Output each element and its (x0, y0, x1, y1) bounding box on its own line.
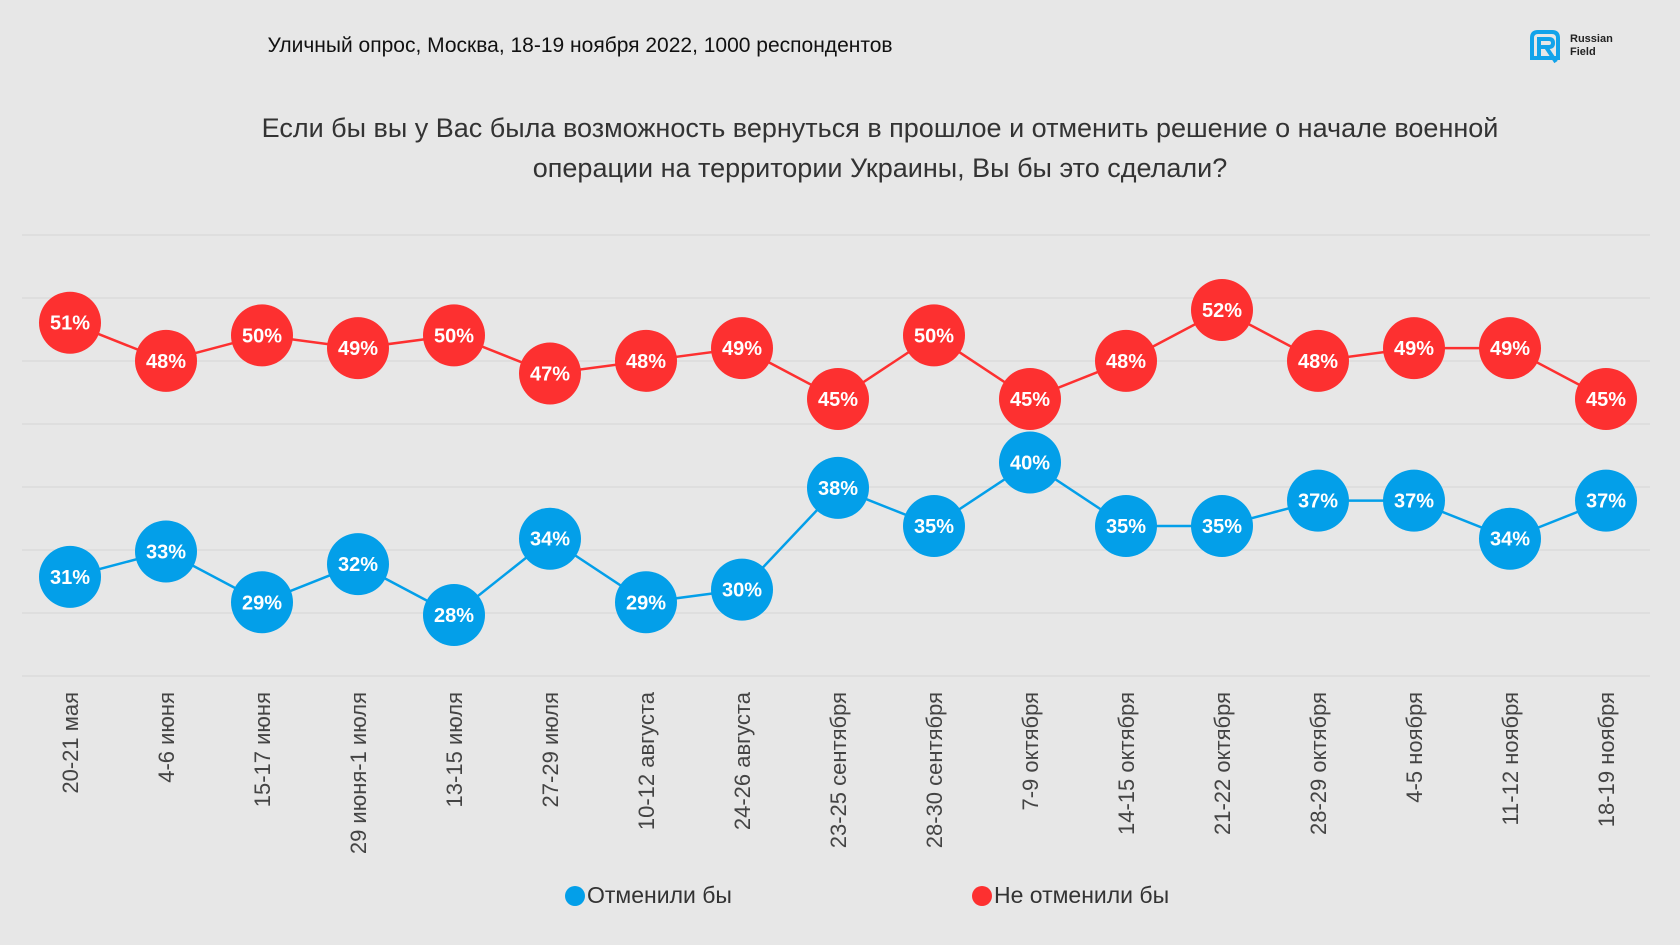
legend-item-series-1: Не отменили бы (972, 882, 1169, 909)
data-label-1: 52% (1202, 300, 1242, 322)
data-label-1: 49% (1490, 338, 1530, 360)
data-label-1: 50% (434, 325, 474, 347)
data-label-1: 47% (530, 364, 570, 386)
data-point-0 (135, 520, 197, 583)
data-point-0 (1095, 495, 1157, 558)
data-point-1 (39, 291, 101, 354)
data-label-1: 45% (1010, 389, 1050, 411)
data-label-0: 35% (1106, 516, 1146, 538)
data-point-0 (1287, 469, 1349, 532)
data-point-0 (423, 583, 485, 646)
legend-label-1: Не отменили бы (994, 882, 1170, 908)
data-point-0 (519, 507, 581, 570)
data-label-0: 38% (818, 478, 858, 500)
data-label-0: 29% (626, 592, 666, 614)
logo-line2: Field (1570, 46, 1596, 58)
data-label-0: 37% (1586, 491, 1626, 513)
data-label-0: 34% (530, 529, 570, 551)
data-point-1 (999, 367, 1061, 430)
data-label-1: 48% (146, 351, 186, 373)
legend-marker-1 (972, 885, 992, 906)
logo-icon (1530, 30, 1560, 64)
chart-title: Если бы вы у Вас была возможность вернут… (261, 113, 1499, 183)
data-label-1: 50% (242, 325, 282, 347)
x-tick-label: 20-21 мая (58, 692, 83, 794)
survey-title: Уличный опрос, Москва, 18-19 ноября 2022… (267, 34, 893, 57)
data-point-0 (1383, 469, 1445, 532)
data-point-0 (1191, 495, 1253, 558)
data-point-1 (1095, 329, 1157, 392)
legend-item-series-0: Отменили бы (565, 882, 732, 909)
data-label-0: 40% (1010, 452, 1050, 474)
data-point-0 (231, 571, 293, 634)
x-tick-label: 18-19 ноября (1594, 692, 1619, 827)
legend-label-0: Отменили бы (587, 882, 732, 908)
data-label-0: 33% (146, 541, 186, 563)
x-tick-label: 24-26 августа (730, 691, 755, 830)
x-tick-label: 11-12 ноября (1498, 692, 1523, 826)
x-tick-label: 27-29 июля (538, 692, 563, 807)
data-point-0 (1575, 469, 1637, 532)
data-point-0 (999, 431, 1061, 494)
legend-marker-0 (565, 885, 585, 906)
data-point-1 (1479, 317, 1541, 380)
x-tick-label: 13-15 июля (442, 692, 467, 807)
data-point-1 (1575, 367, 1637, 430)
data-point-1 (711, 317, 773, 380)
data-label-1: 48% (1298, 351, 1338, 373)
data-label-1: 51% (50, 313, 90, 335)
x-tick-label: 15-17 июня (250, 692, 275, 807)
data-point-1 (807, 367, 869, 430)
x-tick-label: 28-30 сентября (922, 692, 947, 848)
data-label-0: 31% (50, 567, 90, 589)
x-tick-label: 4-5 ноября (1402, 692, 1427, 803)
data-point-0 (1479, 507, 1541, 570)
data-point-1 (1287, 329, 1349, 392)
data-point-1 (903, 304, 965, 367)
data-label-0: 37% (1394, 491, 1434, 513)
data-point-0 (903, 495, 965, 558)
x-tick-label: 28-29 октября (1306, 692, 1331, 835)
data-point-0 (807, 456, 869, 519)
data-point-0 (327, 533, 389, 596)
data-point-1 (615, 329, 677, 392)
data-point-0 (615, 571, 677, 634)
data-label-0: 35% (1202, 516, 1242, 538)
logo-line1: Russian (1570, 33, 1613, 45)
data-point-0 (711, 558, 773, 621)
data-point-1 (519, 342, 581, 405)
data-label-1: 45% (1586, 389, 1626, 411)
data-point-0 (39, 545, 101, 608)
data-label-1: 45% (818, 389, 858, 411)
data-label-1: 48% (1106, 351, 1146, 373)
data-label-0: 32% (338, 554, 378, 576)
x-tick-label: 23-25 сентября (826, 692, 851, 848)
data-label-0: 34% (1490, 529, 1530, 551)
x-tick-label: 4-6 июня (154, 692, 179, 783)
data-label-1: 49% (722, 338, 762, 360)
russian-field-logo: Russian Field (1528, 28, 1613, 64)
x-tick-label: 10-12 августа (634, 691, 659, 830)
data-label-0: 29% (242, 592, 282, 614)
data-point-1 (1191, 278, 1253, 341)
x-tick-label: 14-15 октября (1114, 692, 1139, 835)
data-label-1: 49% (1394, 338, 1434, 360)
x-tick-label: 7-9 октября (1018, 692, 1043, 811)
data-point-1 (327, 317, 389, 380)
data-point-1 (423, 304, 485, 367)
data-label-0: 37% (1298, 491, 1338, 513)
x-tick-label: 21-22 октября (1210, 692, 1235, 835)
data-point-1 (231, 304, 293, 367)
data-label-0: 30% (722, 580, 762, 602)
data-label-1: 50% (914, 325, 954, 347)
data-label-0: 28% (434, 605, 474, 627)
legend: Отменили бы Не отменили бы (0, 882, 1680, 912)
data-label-0: 35% (914, 516, 954, 538)
data-label-1: 48% (626, 351, 666, 373)
data-point-1 (1383, 317, 1445, 380)
data-label-1: 49% (338, 338, 378, 360)
x-tick-label: 29 июня-1 июля (346, 692, 371, 854)
data-point-1 (135, 329, 197, 392)
